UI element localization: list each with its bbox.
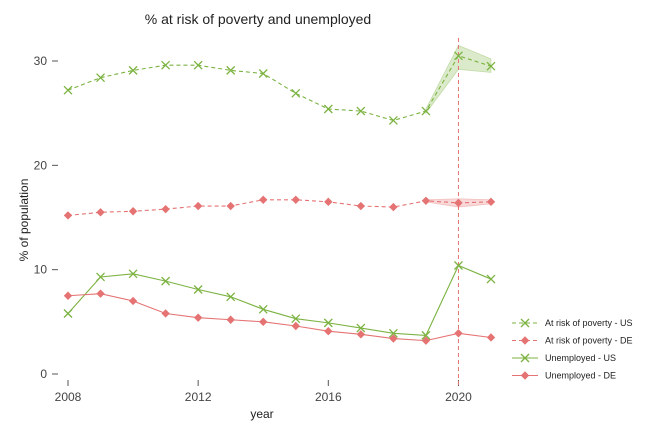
data-point [258,69,268,78]
y-axis: 0 10 20 30 [34,54,58,381]
data-point [259,195,268,204]
series-group [63,51,496,345]
data-point [291,195,300,204]
data-point [226,292,236,302]
data-point [193,313,203,322]
x-tick-label: 2012 [185,390,212,404]
legend-label: At risk of poverty - US [545,318,633,328]
legend-label: Unemployed - US [545,353,616,363]
data-point [324,197,333,207]
x-tick-label: 2016 [315,390,342,404]
data-point [356,106,366,116]
data-point [96,73,105,83]
data-point [323,104,333,114]
data-point [161,276,171,286]
data-point [96,208,105,217]
data-point [161,309,170,318]
data-point [226,201,235,211]
series-line [67,293,492,342]
data-point [486,197,496,207]
data-point [128,296,138,306]
x-axis: 2008 2012 2016 2020 [55,380,472,404]
data-point [63,211,73,220]
data-point [486,61,496,71]
data-point [324,327,333,336]
data-point [291,88,301,98]
data-point [259,317,268,327]
data-point [291,314,301,324]
legend-marker [520,336,530,345]
data-point [291,321,300,331]
legend-marker [520,371,530,380]
data-point [356,330,366,339]
data-point [96,272,105,282]
data-point [226,65,236,75]
data-point [128,65,138,75]
data-point [96,289,105,298]
data-point [193,285,203,294]
legend-label: At risk of poverty - DE [545,336,633,346]
data-point [63,309,73,318]
y-tick-label: 20 [34,158,48,172]
series-line [67,264,492,336]
data-point [421,330,431,340]
data-point [258,304,268,314]
x-tick-label: 2020 [445,390,472,404]
data-point [486,333,496,342]
data-point [486,274,496,284]
data-point [421,336,431,345]
y-tick-label: 30 [34,54,48,68]
data-point [421,196,431,206]
legend-marker [520,318,530,328]
data-point [389,334,398,343]
data-point [323,318,333,328]
x-tick-label: 2008 [55,390,82,404]
data-point [226,315,235,324]
data-point [356,201,366,211]
data-point [388,116,398,125]
data-point [388,328,398,338]
legend: At risk of poverty - US At risk of povert… [512,318,633,381]
data-point [63,85,73,95]
data-point [454,51,463,61]
y-axis-label: % of population [17,179,31,262]
data-point [454,329,463,338]
data-point [454,261,463,270]
data-point [193,60,203,70]
y-tick-label: 0 [40,367,47,381]
data-point [421,106,431,116]
legend-label: Unemployed - DE [545,371,616,381]
data-point [356,323,366,333]
data-point [454,198,463,208]
data-point [161,204,170,214]
data-point [161,60,171,70]
x-axis-label: year [250,407,273,421]
data-point [63,291,73,300]
series-line [67,55,492,122]
legend-marker [520,353,530,363]
data-point [128,207,138,216]
data-point [128,269,138,279]
series-line [67,199,492,216]
chart-title: % at risk of poverty and unemployed [145,11,371,27]
data-point [389,202,398,212]
y-tick-label: 10 [34,263,48,277]
data-point [193,201,203,211]
